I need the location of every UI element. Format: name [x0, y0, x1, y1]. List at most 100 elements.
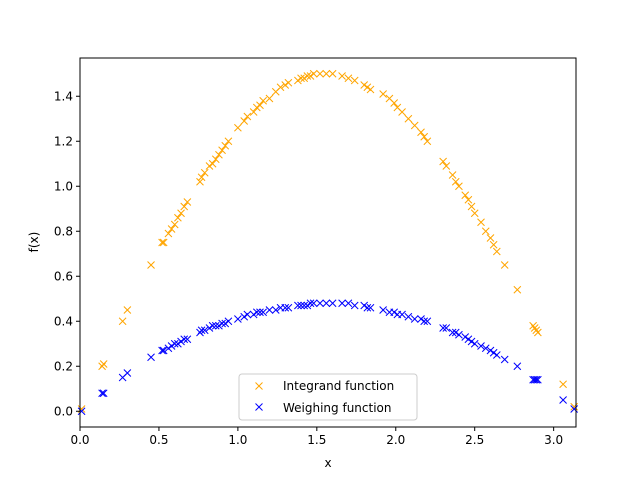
y-tick-label: 1.4	[54, 89, 73, 103]
y-tick-label: 0.4	[54, 314, 73, 328]
point-weighing	[570, 405, 579, 413]
point-weighing	[147, 353, 155, 362]
legend-cross-integrand	[255, 382, 263, 390]
point-weighing	[390, 308, 399, 317]
point-integrand	[306, 72, 315, 80]
y-tick-label: 0.2	[54, 359, 73, 373]
point-weighing	[309, 299, 318, 308]
x-tick-label: 1.0	[228, 433, 247, 447]
point-integrand	[211, 155, 220, 164]
y-tick-label: 1.0	[54, 179, 73, 193]
point-weighing	[170, 339, 179, 348]
point-weighing	[240, 312, 249, 321]
point-integrand	[360, 81, 369, 89]
point-integrand	[159, 238, 168, 247]
point-weighing	[366, 303, 375, 312]
y-axis-label: f(x)	[27, 232, 41, 253]
point-weighing	[464, 335, 473, 344]
point-integrand	[344, 74, 353, 83]
legend-label-integrand: Integrand function	[283, 379, 394, 393]
point-integrand	[481, 227, 490, 236]
point-weighing	[489, 348, 498, 357]
point-integrand	[423, 137, 432, 146]
point-integrand	[363, 83, 372, 92]
point-integrand	[338, 72, 346, 80]
point-integrand	[379, 90, 387, 98]
point-weighing	[442, 324, 451, 332]
point-weighing	[481, 344, 490, 353]
point-weighing	[532, 375, 541, 384]
point-integrand	[570, 402, 579, 411]
legend-marker-weighing	[255, 403, 263, 411]
point-integrand	[284, 78, 293, 87]
point-integrand	[316, 69, 324, 78]
point-weighing	[363, 303, 372, 312]
point-weighing	[281, 303, 290, 312]
point-integrand	[218, 146, 226, 155]
point-integrand	[309, 69, 318, 78]
y-tick-label: 0.6	[54, 269, 73, 283]
point-weighing	[159, 346, 168, 355]
point-integrand	[256, 101, 264, 110]
point-weighing	[328, 299, 337, 308]
point-weighing	[559, 396, 567, 404]
y-tick-label: 0.0	[54, 404, 73, 418]
point-weighing	[379, 306, 387, 314]
point-weighing	[439, 324, 447, 332]
point-weighing	[344, 299, 353, 308]
y-tick-label: 1.2	[54, 134, 73, 148]
point-weighing	[77, 407, 86, 416]
point-weighing	[455, 330, 463, 339]
point-weighing	[99, 389, 108, 398]
plot-marks	[77, 69, 579, 416]
point-integrand	[174, 213, 182, 222]
point-weighing	[256, 308, 264, 317]
point-weighing	[177, 337, 185, 346]
point-weighing	[492, 351, 501, 359]
point-integrand	[200, 168, 209, 177]
point-integrand	[303, 72, 312, 80]
point-integrand	[249, 108, 258, 116]
legend-cross-weighing	[255, 403, 263, 411]
legend-box	[238, 373, 418, 421]
x-tick-label: 2.5	[465, 433, 484, 447]
point-integrand	[500, 261, 509, 269]
point-weighing	[215, 321, 223, 330]
point-integrand	[492, 247, 501, 256]
point-integrand	[470, 209, 479, 218]
point-integrand	[300, 74, 309, 83]
point-integrand	[281, 81, 290, 89]
point-integrand	[366, 85, 375, 94]
point-integrand	[177, 209, 185, 218]
point-weighing	[174, 339, 182, 348]
point-weighing	[461, 333, 470, 341]
point-integrand	[404, 114, 413, 123]
point-weighing	[316, 299, 324, 308]
point-integrand	[221, 141, 230, 150]
point-weighing	[451, 328, 460, 337]
point-weighing	[98, 389, 106, 398]
point-integrand	[234, 123, 242, 132]
point-integrand	[461, 191, 470, 200]
point-integrand	[170, 220, 179, 229]
point-integrand	[448, 171, 457, 179]
point-weighing	[303, 301, 312, 310]
point-weighing	[297, 301, 305, 310]
x-tick-label: 0.0	[70, 433, 89, 447]
point-weighing	[420, 317, 429, 326]
series-integrand	[77, 69, 579, 413]
point-integrand	[147, 261, 155, 269]
point-integrand	[451, 177, 460, 186]
legend: Integrand function Weighing function	[238, 373, 418, 421]
point-weighing	[243, 310, 252, 319]
point-integrand	[420, 132, 429, 141]
point-weighing	[404, 312, 413, 321]
point-weighing	[530, 375, 539, 384]
point-integrand	[252, 103, 261, 112]
point-weighing	[252, 308, 261, 317]
x-tick-label: 3.0	[544, 433, 563, 447]
x-tick-label: 1.5	[307, 433, 326, 447]
point-integrand	[559, 380, 567, 389]
point-weighing	[306, 299, 315, 308]
point-weighing	[224, 317, 233, 326]
